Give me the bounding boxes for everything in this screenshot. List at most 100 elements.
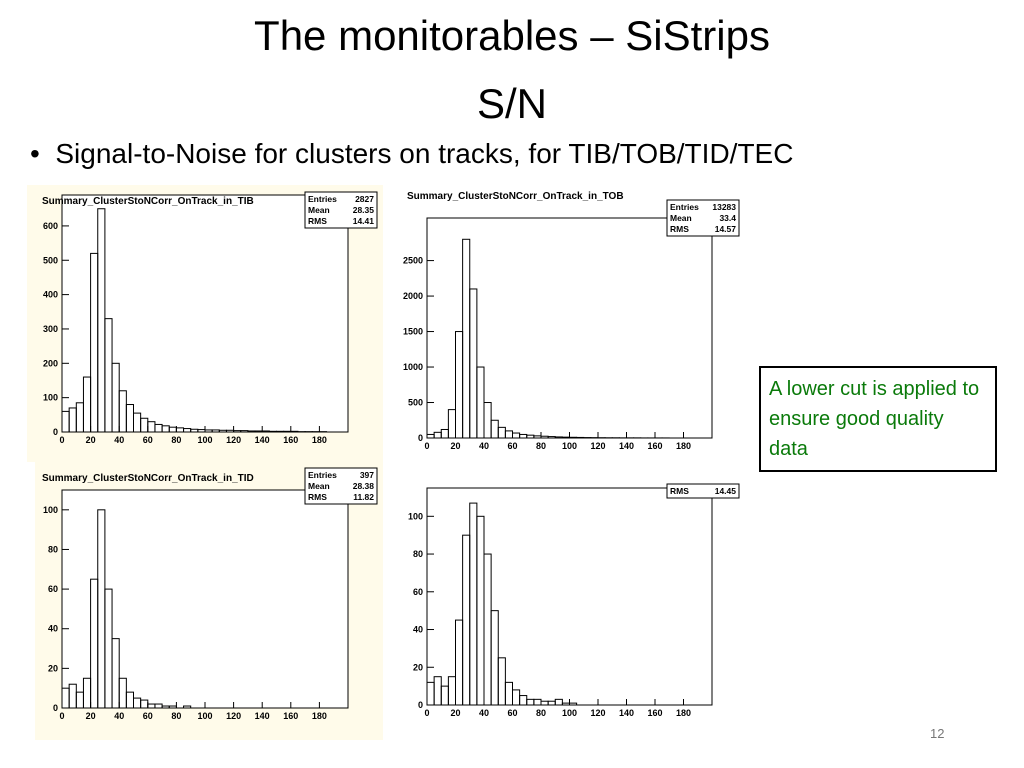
y-tick-label: 0 [53,703,58,713]
histogram-bar [576,436,585,439]
stats-label: Mean [308,481,330,491]
x-tick-label: 160 [283,435,298,445]
stats-value: 2827 [355,194,374,204]
y-tick-label: 40 [48,624,58,634]
histogram-bar [497,657,506,706]
plot-area [426,217,713,439]
stats-value: 11.82 [353,492,374,502]
x-tick-label: 80 [536,708,546,718]
stats-value: 28.35 [353,205,375,215]
x-tick-label: 40 [114,435,124,445]
stats-value: 28.38 [353,481,375,491]
x-tick-label: 140 [255,711,270,721]
stats-label: Entries [308,470,337,480]
stats-label: RMS [308,492,327,502]
x-tick-label: 160 [647,441,662,451]
stats-label: Entries [308,194,337,204]
x-tick-label: 180 [676,441,691,451]
x-tick-label: 60 [143,711,153,721]
histogram-bar [290,430,299,433]
plot-area [61,194,349,433]
histogram-bar [183,705,192,709]
chart-title: Summary_ClusterStoNCorr_OnTrack_in_TIB [42,196,254,207]
stats-label: Entries [670,202,699,212]
histogram-bar [168,705,177,709]
stats-label: RMS [670,486,689,496]
x-tick-label: 100 [562,441,577,451]
y-tick-label: 60 [413,587,423,597]
y-tick-label: 400 [43,290,58,300]
stats-label: Mean [308,205,330,215]
x-tick-label: 140 [619,441,634,451]
x-tick-label: 100 [197,435,212,445]
stats-label: Mean [670,213,692,223]
y-tick-label: 100 [43,393,58,403]
plot-area [61,489,349,709]
x-tick-label: 40 [114,711,124,721]
y-tick-label: 600 [43,221,58,231]
x-tick-label: 160 [283,711,298,721]
x-tick-label: 140 [255,435,270,445]
x-tick-label: 120 [226,711,241,721]
bullet-text: Signal-to-Noise for clusters on tracks, … [55,138,794,169]
x-tick-label: 120 [590,708,605,718]
stats-value: 397 [360,470,374,480]
stats-box [304,191,378,229]
x-tick-label: 140 [619,708,634,718]
stats-label: RMS [670,224,689,234]
stats-value: 14.41 [353,216,375,226]
x-tick-label: 100 [562,708,577,718]
histogram-bar [561,436,570,439]
histogram-bar [569,702,578,706]
x-tick-label: 20 [450,708,460,718]
slide-title: The monitorables – SiStrips [254,12,770,59]
stats-label: RMS [308,216,327,226]
x-tick-label: 180 [312,711,327,721]
x-tick-label: 0 [424,441,429,451]
y-tick-label: 80 [48,544,58,554]
stats-value: 14.45 [715,486,737,496]
y-tick-label: 1500 [403,327,423,337]
stats-value: 13283 [712,202,736,212]
y-tick-label: 300 [43,324,58,334]
x-tick-label: 180 [676,708,691,718]
x-tick-label: 100 [197,711,212,721]
stats-value: 33.4 [719,213,736,223]
x-tick-label: 40 [479,708,489,718]
stats-box [666,199,740,237]
histogram-bar [554,698,563,706]
y-tick-label: 500 [408,398,423,408]
x-tick-label: 120 [590,441,605,451]
stats-box [666,483,740,499]
x-tick-label: 60 [507,441,517,451]
page-number: 12 [930,726,945,741]
histogram-bar [569,436,578,439]
x-tick-label: 20 [86,435,96,445]
y-tick-label: 1000 [403,362,423,372]
note: A lower cut is applied to ensure good qu… [759,366,997,472]
y-tick-label: 2500 [403,256,423,266]
y-tick-label: 500 [43,255,58,265]
x-tick-label: 160 [647,708,662,718]
y-tick-label: 2000 [403,291,423,301]
x-tick-label: 0 [59,711,64,721]
histogram-bar [276,430,285,433]
y-tick-label: 40 [413,625,423,635]
y-tick-label: 200 [43,358,58,368]
x-tick-label: 20 [450,441,460,451]
histogram-bar [111,638,120,709]
y-tick-label: 20 [48,663,58,673]
y-tick-label: 0 [53,427,58,437]
y-tick-label: 0 [418,433,423,443]
x-tick-label: 180 [312,435,327,445]
histogram-bar [268,430,278,433]
chart-title: Summary_ClusterStoNCorr_OnTrack_in_TID [42,473,254,484]
stats-box [304,467,378,505]
y-tick-label: 0 [418,700,423,710]
x-tick-label: 120 [226,435,241,445]
y-tick-label: 100 [43,505,58,515]
plot-area [426,487,713,706]
x-tick-label: 40 [479,441,489,451]
